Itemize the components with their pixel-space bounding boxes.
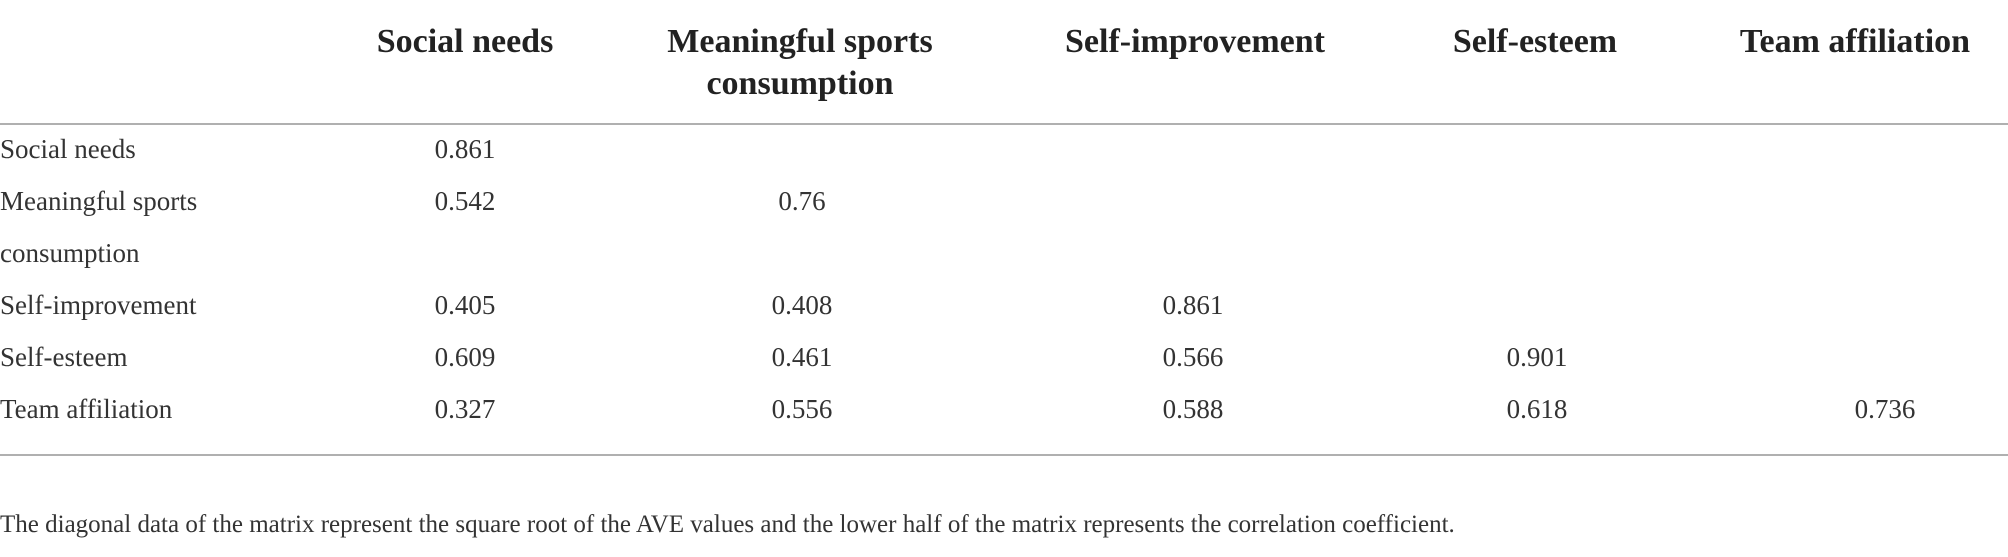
row-label-team-affiliation: Team affiliation: [0, 394, 173, 424]
table-cell: 0.408: [771, 290, 833, 320]
table-cell: 0.556: [771, 394, 833, 424]
table-cell: 0.542: [434, 186, 496, 216]
table-cell: 0.76: [778, 186, 826, 216]
table-cell: 0.566: [1162, 342, 1224, 372]
row-label-social-needs: Social needs: [0, 134, 136, 164]
table-cell: 0.327: [434, 394, 496, 424]
column-header-self-improvement: Self-improvement: [1065, 23, 1325, 60]
header-divider: [0, 123, 2008, 125]
row-label-meaningful-sports-consumption: Meaningful sports consumption: [0, 186, 198, 268]
table-bottom-divider: [0, 454, 2008, 456]
table-footnote: The diagonal data of the matrix represen…: [0, 511, 1455, 538]
table-cell: 0.901: [1506, 342, 1568, 372]
table-cell: 0.405: [434, 290, 496, 320]
table-cell: 0.861: [1162, 290, 1224, 320]
table-cell: 0.736: [1854, 394, 1916, 424]
column-header-team-affiliation: Team affiliation: [1739, 23, 1971, 60]
row-label-self-improvement: Self-improvement: [0, 290, 197, 320]
table-cell: 0.861: [434, 134, 496, 164]
table-cell: 0.461: [771, 342, 833, 372]
table-header-row: Social needs Meaningful sports consumpti…: [0, 0, 2008, 123]
table-cell: 0.588: [1162, 394, 1224, 424]
table-cell: 0.609: [434, 342, 496, 372]
column-header-self-esteem: Self-esteem: [1452, 23, 1618, 60]
row-label-self-esteem: Self-esteem: [0, 342, 128, 372]
table-cell: 0.618: [1506, 394, 1568, 424]
column-header-social-needs: Social needs: [376, 23, 554, 60]
column-header-meaningful-sports-consumption: Meaningful sports consumption: [667, 23, 933, 102]
